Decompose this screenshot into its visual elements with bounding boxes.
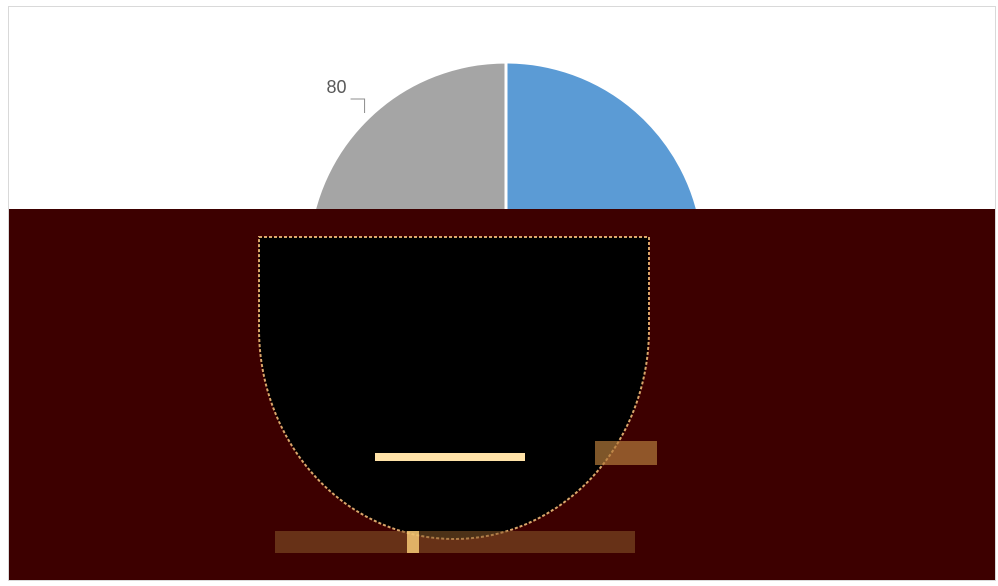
- overlay-highlight: [375, 453, 525, 461]
- overlay-noise: [407, 531, 419, 553]
- overlay-noise: [595, 441, 657, 465]
- obscuring-overlay: [9, 209, 996, 581]
- data-label: 80: [327, 77, 347, 97]
- data-label-leader: [351, 99, 365, 113]
- overlay-noise: [275, 531, 635, 553]
- chart-frame: 47480: [8, 6, 996, 581]
